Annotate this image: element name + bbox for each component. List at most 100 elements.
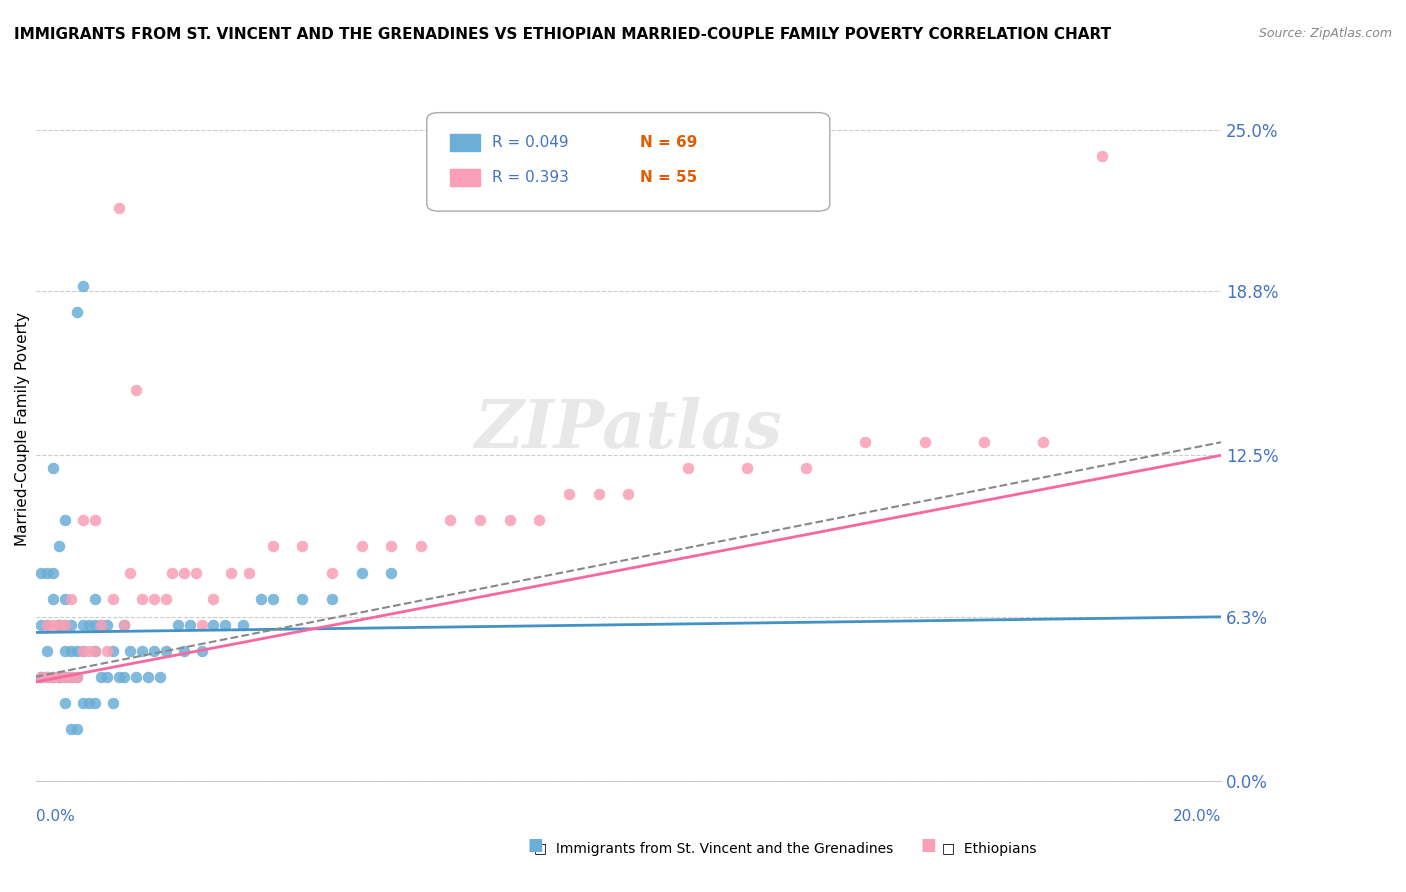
Point [31, 566, 53, 580]
Point [202, 617, 225, 632]
Point [60, 644, 83, 658]
Point [48, 670, 70, 684]
Text: R = 0.049: R = 0.049 [492, 135, 568, 150]
FancyBboxPatch shape [427, 112, 830, 211]
Point [31, 670, 53, 684]
Point [155, 644, 177, 658]
Point [114, 617, 136, 632]
Point [101, 644, 124, 658]
Point [853, 435, 876, 450]
Point [321, 566, 343, 580]
Point [60, 591, 83, 606]
Point [107, 670, 129, 684]
Point [499, 513, 522, 527]
Text: ZIPatlas: ZIPatlas [474, 397, 782, 462]
Point [380, 540, 402, 554]
Point [37, 617, 59, 632]
Point [380, 566, 402, 580]
Point [77, 696, 100, 710]
Point [83, 644, 105, 658]
Point [48, 617, 70, 632]
Point [190, 617, 212, 632]
Text: N = 69: N = 69 [640, 135, 697, 150]
Text: 20.0%: 20.0% [1173, 809, 1220, 824]
Point [1032, 435, 1054, 450]
Point [48, 617, 70, 632]
FancyBboxPatch shape [450, 134, 479, 152]
Point [184, 566, 207, 580]
Point [53, 670, 76, 684]
Point [42, 461, 65, 475]
Point [529, 513, 551, 527]
Point [155, 591, 177, 606]
FancyBboxPatch shape [450, 169, 479, 186]
Point [238, 566, 260, 580]
Point [350, 566, 373, 580]
Point [66, 670, 89, 684]
Point [173, 644, 195, 658]
Point [291, 540, 314, 554]
Point [72, 644, 94, 658]
Point [48, 670, 70, 684]
Point [90, 617, 112, 632]
Point [190, 644, 212, 658]
Point [90, 617, 112, 632]
Point [53, 617, 76, 632]
Point [439, 513, 461, 527]
Point [101, 696, 124, 710]
Point [136, 670, 159, 684]
Point [676, 461, 699, 475]
Point [37, 670, 59, 684]
Point [468, 513, 491, 527]
Point [125, 670, 148, 684]
Point [914, 435, 936, 450]
Point [96, 617, 118, 632]
Point [37, 566, 59, 580]
Point [48, 670, 70, 684]
Point [232, 617, 254, 632]
Text: N = 55: N = 55 [640, 169, 697, 185]
Point [202, 591, 225, 606]
Point [72, 644, 94, 658]
Point [114, 617, 136, 632]
Point [83, 591, 105, 606]
Point [794, 461, 817, 475]
Point [321, 591, 343, 606]
Point [53, 617, 76, 632]
Point [72, 513, 94, 527]
Point [1091, 148, 1114, 162]
Point [72, 617, 94, 632]
Point [53, 591, 76, 606]
Point [83, 644, 105, 658]
Point [588, 487, 610, 501]
Text: □  Immigrants from St. Vincent and the Grenadines: □ Immigrants from St. Vincent and the Gr… [534, 842, 894, 856]
Point [617, 487, 640, 501]
Point [60, 670, 83, 684]
Point [37, 617, 59, 632]
Point [37, 670, 59, 684]
Point [42, 670, 65, 684]
Point [262, 540, 284, 554]
Point [42, 566, 65, 580]
Point [173, 566, 195, 580]
Point [37, 644, 59, 658]
Point [249, 591, 271, 606]
Point [107, 201, 129, 215]
Point [973, 435, 995, 450]
Point [77, 644, 100, 658]
Text: ■: ■ [527, 836, 543, 854]
Point [149, 670, 172, 684]
Point [735, 461, 758, 475]
Point [53, 670, 76, 684]
Point [558, 487, 581, 501]
Y-axis label: Married-Couple Family Poverty: Married-Couple Family Poverty [15, 312, 30, 546]
Point [262, 591, 284, 606]
Point [214, 617, 236, 632]
Point [83, 513, 105, 527]
Point [72, 696, 94, 710]
Text: R = 0.393: R = 0.393 [492, 169, 569, 185]
Point [60, 670, 83, 684]
Point [143, 591, 166, 606]
Point [409, 540, 432, 554]
Text: ■: ■ [921, 836, 936, 854]
